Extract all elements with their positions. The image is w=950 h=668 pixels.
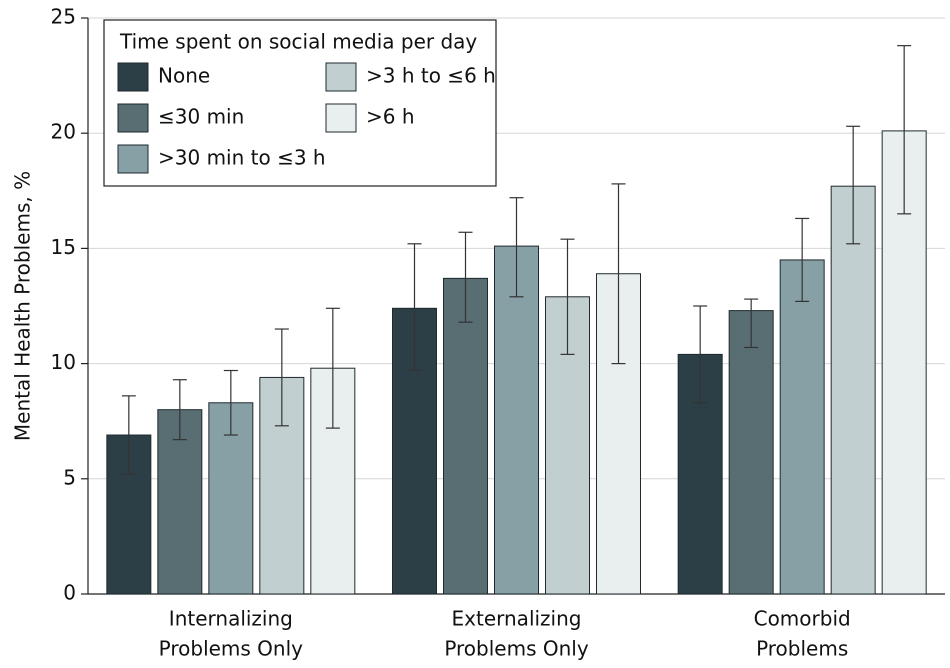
error-bar <box>693 305 708 404</box>
error-bar <box>744 298 759 349</box>
bar <box>494 245 539 595</box>
error-bar <box>458 231 473 323</box>
legend-label: >30 min to ≤3 h <box>158 146 326 170</box>
y-tick-label: 5 <box>63 465 76 489</box>
y-tick-label: 10 <box>51 350 76 374</box>
error-bar <box>611 183 626 365</box>
x-tick-label: Externalizing <box>452 607 582 631</box>
legend-title: Time spent on social media per day <box>119 30 477 54</box>
legend-box <box>103 19 497 187</box>
legend-label: >3 h to ≤6 h <box>366 64 496 88</box>
error-bar <box>223 369 238 436</box>
x-tick-label: Problems Only <box>159 637 304 661</box>
legend-label: None <box>158 64 210 88</box>
error-bar <box>846 125 861 245</box>
x-tick-label: Comorbid <box>754 607 851 631</box>
bar <box>157 409 203 595</box>
bar <box>728 310 774 595</box>
legend-label: ≤30 min <box>158 105 244 129</box>
y-tick-label: 25 <box>51 5 76 29</box>
error-bar <box>897 45 912 215</box>
legend-swatch <box>325 103 357 133</box>
legend-swatch <box>117 144 149 174</box>
error-bar <box>172 379 187 441</box>
error-bar <box>509 197 524 298</box>
bar <box>830 185 876 595</box>
error-bar <box>407 243 422 372</box>
legend-label: >6 h <box>366 105 415 129</box>
error-bar <box>560 238 575 355</box>
error-bar <box>121 395 136 475</box>
y-tick-label: 15 <box>51 235 76 259</box>
legend-swatch <box>117 103 149 133</box>
y-tick-label: 20 <box>51 120 76 144</box>
y-tick-label: 0 <box>63 581 76 605</box>
x-tick-label: Internalizing <box>169 607 293 631</box>
error-bar <box>325 307 340 429</box>
legend-swatch <box>117 62 149 92</box>
x-tick-label: Problems Only <box>444 637 589 661</box>
error-bar <box>274 328 289 427</box>
error-bar <box>795 217 810 302</box>
bar <box>443 277 488 595</box>
bar <box>779 259 825 595</box>
y-axis-label: Mental Health Problems, % <box>11 171 35 441</box>
x-tick-label: Problems <box>756 637 848 661</box>
legend-swatch <box>325 62 357 92</box>
